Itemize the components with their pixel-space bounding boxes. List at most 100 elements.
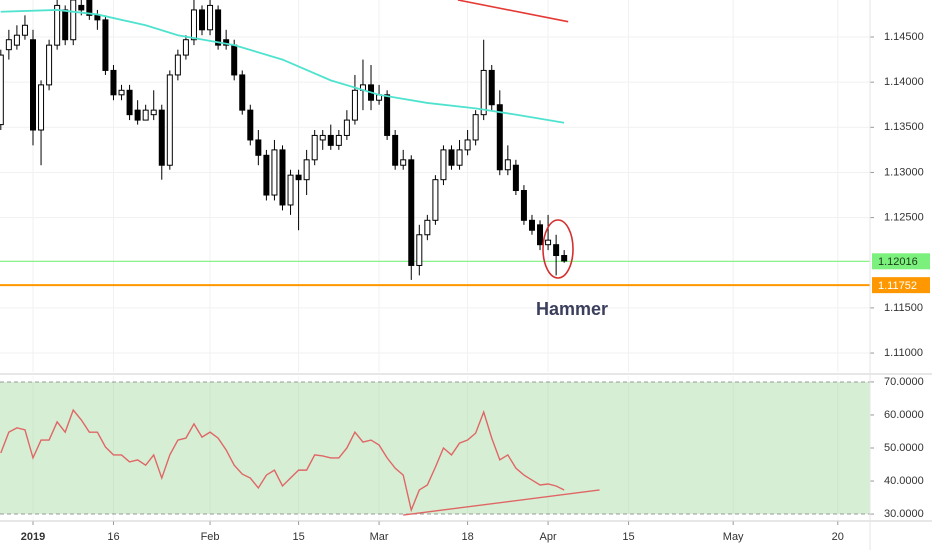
candle-body (94, 14, 101, 21)
candle-body (199, 9, 206, 31)
candle-body (86, 0, 93, 16)
candle-body (537, 224, 544, 246)
candle-body (0, 54, 4, 126)
candle-body (416, 234, 423, 266)
candle-body (464, 139, 471, 151)
price-label-box (872, 277, 930, 294)
candle-body (215, 9, 222, 46)
y-tick-label: 1.12500 (884, 212, 924, 224)
candle-body (432, 179, 439, 221)
price-label-box (872, 253, 930, 270)
rsi-band (0, 381, 870, 515)
candle-body (263, 154, 270, 196)
candle-body (271, 149, 278, 196)
overlay-line (457, 0, 569, 23)
y-tick-label: 1.13000 (884, 166, 924, 178)
candle-body (456, 149, 463, 166)
rsi-line (0, 408, 565, 513)
price-label: 1.11752 (878, 280, 917, 292)
x-tick-label: 15 (622, 531, 634, 543)
axes: 2019 16 Feb 15 Mar 18 Apr 15 May 20 1.14500 1.14000… (21, 31, 930, 543)
candle-body (102, 19, 109, 71)
x-tick-label: 18 (461, 531, 473, 543)
y-tick-label: 1.14000 (884, 76, 924, 88)
candle-body (553, 244, 560, 257)
candle-body (110, 69, 117, 96)
y-tick-label: 70.0000 (884, 376, 924, 388)
candle-body (13, 34, 20, 46)
x-tick-label: Mar (370, 531, 389, 543)
candle-body (54, 4, 61, 46)
price-label: 1.12016 (878, 256, 918, 268)
candle-body (166, 74, 173, 166)
candle-body (287, 174, 294, 206)
candle-body (351, 89, 358, 121)
y-tick-label: 30.0000 (884, 508, 924, 520)
candle-body (408, 159, 415, 266)
y-tick-label: 40.0000 (884, 475, 924, 487)
candle-body (38, 84, 45, 131)
y-tick-label: 1.14500 (884, 31, 924, 43)
x-tick-label: Feb (201, 531, 220, 543)
candle-body (134, 109, 141, 121)
y-tick-label: 60.0000 (884, 409, 924, 421)
candle-body (440, 149, 447, 181)
candle-body (319, 134, 326, 141)
trend-line (403, 489, 600, 516)
candle-body (561, 255, 568, 262)
candle-body (327, 134, 334, 146)
candle-body (5, 39, 12, 51)
x-tick-label: Apr (540, 531, 557, 543)
candle-body (182, 39, 189, 56)
candle-body (528, 219, 535, 231)
price-pane (0, 0, 870, 372)
candle-body (207, 4, 214, 31)
y-tick-label: 1.13500 (884, 121, 924, 133)
candle-body (545, 239, 552, 246)
x-tick-label: 2019 (21, 531, 45, 543)
rsi-pane (0, 376, 870, 520)
candle-body (126, 89, 133, 116)
candle-body (247, 109, 254, 141)
candle-body (472, 114, 479, 141)
candle-body (46, 44, 53, 86)
overlay-line (0, 9, 565, 124)
candle-body (190, 9, 197, 41)
candle-body (496, 104, 503, 171)
candle-body (21, 24, 28, 36)
candle-body (142, 109, 149, 121)
candle-body (62, 9, 69, 41)
candle-body (311, 134, 318, 161)
x-tick-label: 20 (832, 531, 844, 543)
highlight-ellipse (542, 219, 574, 279)
candle-body (150, 109, 157, 116)
candle-body (78, 4, 85, 11)
candle-body (29, 39, 36, 131)
x-tick-label: May (723, 531, 744, 543)
candle-body (512, 164, 519, 192)
candle-body (520, 190, 527, 221)
candle-body (448, 149, 455, 166)
candle-body (488, 69, 495, 106)
candle-body (384, 94, 391, 136)
annotation: Hammer (536, 299, 608, 319)
x-tick-label: 16 (107, 531, 119, 543)
candle-body (255, 139, 262, 156)
candle-body (392, 134, 399, 166)
x-tick-label: 15 (292, 531, 304, 543)
candle-body (231, 44, 238, 76)
candle-body (174, 54, 181, 76)
candle-body (400, 159, 407, 166)
y-tick-label: 50.0000 (884, 442, 924, 454)
candle-body (480, 69, 487, 116)
candle-body (504, 159, 511, 171)
y-tick-label: 1.11000 (884, 347, 923, 359)
candle-body (279, 149, 286, 206)
candle-body (239, 74, 246, 111)
candle-body (70, 0, 77, 41)
y-tick-label: 1.11500 (884, 302, 923, 314)
candle-body (118, 89, 125, 96)
candle-body (424, 219, 431, 236)
candle-body (343, 119, 350, 136)
